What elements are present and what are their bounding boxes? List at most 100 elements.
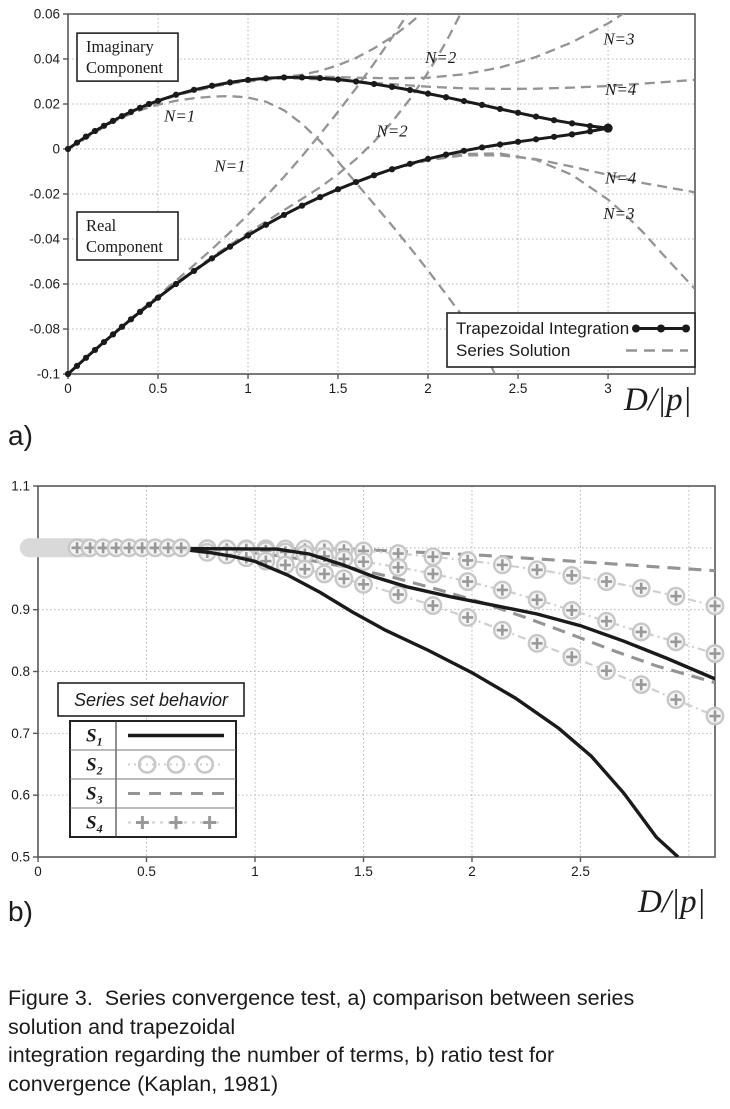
n-terms-annotation: N=3 xyxy=(602,29,634,48)
legend-circle-sample xyxy=(195,755,215,774)
legend-dot-sample xyxy=(682,324,690,333)
data-point-dot xyxy=(73,362,81,369)
component-box-text: Imaginary xyxy=(86,37,155,56)
x-tick-label: 2.5 xyxy=(571,864,590,879)
data-point-dot xyxy=(127,316,135,323)
data-point-dot xyxy=(370,80,378,88)
x-tick-label: 1 xyxy=(244,381,252,396)
x-tick-label: 2 xyxy=(424,381,432,396)
plus-marker xyxy=(600,615,613,627)
legend-title-border xyxy=(57,682,245,717)
data-point-dot xyxy=(100,338,108,346)
legend-dot-sample xyxy=(632,324,640,333)
subfigure-a-label: a) xyxy=(8,420,33,451)
data-point-dot xyxy=(568,120,576,127)
legend-circle-sample xyxy=(166,755,186,774)
data-point-dot xyxy=(154,97,162,104)
data-point-dot xyxy=(190,86,198,93)
plus-marker xyxy=(709,710,721,722)
caption-line: integration regarding the number of term… xyxy=(8,1043,555,1068)
data-point-dot xyxy=(172,91,180,98)
plus-marker xyxy=(670,694,682,706)
legend-plus-sample xyxy=(169,816,183,829)
plus-marker xyxy=(318,568,331,580)
data-point-dot xyxy=(334,186,342,193)
data-point-dot xyxy=(64,145,72,153)
series-series-solution-imag-n3 xyxy=(68,14,625,150)
data-point-dot xyxy=(82,354,90,361)
component-box-border xyxy=(76,211,179,261)
component-box-border xyxy=(76,32,179,82)
series-series-solution-imag-n4 xyxy=(68,76,695,150)
data-point-dot xyxy=(64,370,72,378)
data-point-dot xyxy=(127,108,135,115)
x-tick-label: 0.5 xyxy=(137,864,156,879)
plus-marker xyxy=(462,575,474,588)
plus-marker xyxy=(427,599,439,612)
series-s1-gradual xyxy=(38,546,715,681)
y-tick-label: -0.1 xyxy=(37,367,60,382)
n-terms-annotation: N=2 xyxy=(424,48,457,67)
series-start-cluster xyxy=(19,538,191,558)
plus-marker xyxy=(462,611,474,624)
legend-circle-sample xyxy=(137,755,157,774)
n-terms-annotation: N=4 xyxy=(604,80,637,99)
plus-marker xyxy=(338,573,350,585)
caption-line: solution and trapezoidal xyxy=(8,1014,236,1039)
plus-marker xyxy=(357,556,370,568)
data-point-dot xyxy=(550,133,558,140)
y-tick-label: 0.02 xyxy=(34,97,60,112)
series-trapezoidal-imaginary xyxy=(64,74,613,153)
data-point-dot xyxy=(118,323,126,330)
data-point-dot xyxy=(406,160,414,167)
legend-plus-sample xyxy=(135,816,149,829)
data-point-dot xyxy=(532,136,540,143)
y-tick-label: 0.7 xyxy=(11,726,30,741)
plus-marker xyxy=(600,665,613,677)
x-tick-label: 0 xyxy=(64,381,72,396)
data-point-dot xyxy=(136,104,144,111)
data-point-dot xyxy=(478,101,486,108)
data-point-dot xyxy=(226,79,234,86)
plus-marker xyxy=(175,542,187,554)
data-point-dot xyxy=(442,94,450,101)
data-point-dot xyxy=(460,97,468,105)
plus-marker xyxy=(496,559,508,571)
data-point-dot xyxy=(298,74,306,81)
data-point-dot xyxy=(91,346,99,354)
data-point-dot xyxy=(514,138,522,145)
legend-border xyxy=(446,312,696,368)
x-axis-label: D/|p| xyxy=(637,884,706,920)
x-tick-label: 2 xyxy=(468,864,476,879)
y-tick-label: 0.9 xyxy=(11,602,30,617)
x-tick-label: 3 xyxy=(604,381,612,396)
y-tick-label: 0.6 xyxy=(11,788,30,803)
component-box-text: Component xyxy=(86,237,163,256)
data-point-dot xyxy=(586,122,594,130)
plus-marker xyxy=(462,554,474,567)
data-point-dot xyxy=(190,267,198,275)
plus-marker xyxy=(635,626,647,638)
n-terms-annotation: N=1 xyxy=(163,106,195,125)
y-tick-label: -0.08 xyxy=(29,322,60,337)
y-tick-label: 0.06 xyxy=(34,7,60,22)
data-point-dot xyxy=(100,122,108,129)
plus-marker xyxy=(392,547,404,560)
data-point-dot xyxy=(109,117,117,124)
plus-marker xyxy=(496,624,508,636)
x-tick-label: 1.5 xyxy=(354,864,373,879)
series-trapezoidal-real xyxy=(64,124,612,378)
data-point-dot xyxy=(352,78,360,85)
component-label-box: Real Component xyxy=(76,211,179,261)
plus-marker xyxy=(427,568,439,580)
x-axis-label: D/|p| xyxy=(623,382,692,418)
plus-marker xyxy=(531,637,543,649)
plus-marker xyxy=(427,551,439,563)
data-point-dot xyxy=(208,82,216,89)
y-tick-label: -0.06 xyxy=(29,277,60,292)
figure-caption: Figure 3. Series convergence test, a) co… xyxy=(8,984,724,1098)
plus-marker xyxy=(566,604,578,616)
y-tick-label: -0.02 xyxy=(29,187,60,202)
n-terms-annotation: N=3 xyxy=(602,204,634,223)
